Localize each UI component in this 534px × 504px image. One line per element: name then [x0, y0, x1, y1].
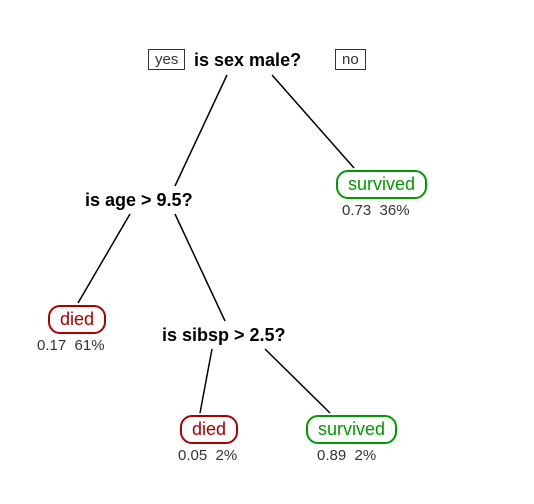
- question-sibsp: is sibsp > 2.5?: [162, 325, 286, 346]
- pct-value: 2%: [216, 447, 238, 464]
- tree-edges: [0, 0, 534, 504]
- edge: [78, 214, 130, 303]
- no-label: no: [335, 49, 366, 70]
- question-age: is age > 9.5?: [85, 190, 193, 211]
- edge: [175, 214, 225, 321]
- edge: [200, 349, 212, 413]
- stats-died-age: 0.17 61%: [37, 337, 105, 354]
- leaf-survived-sibsp: survived: [306, 415, 397, 444]
- pct-value: 36%: [380, 202, 410, 219]
- leaf-survived-female: survived: [336, 170, 427, 199]
- edge: [265, 349, 330, 413]
- pct-value: 61%: [75, 337, 105, 354]
- leaf-died-sibsp: died: [180, 415, 238, 444]
- prob-value: 0.89: [317, 447, 346, 464]
- question-root: is sex male?: [194, 50, 301, 71]
- stats-survived-female: 0.73 36%: [342, 202, 410, 219]
- prob-value: 0.17: [37, 337, 66, 354]
- prob-value: 0.05: [178, 447, 207, 464]
- leaf-died-age: died: [48, 305, 106, 334]
- stats-survived-sibsp: 0.89 2%: [317, 447, 376, 464]
- pct-value: 2%: [355, 447, 377, 464]
- edge: [272, 75, 354, 168]
- decision-tree: yes no is sex male? is age > 9.5? is sib…: [0, 0, 534, 504]
- yes-label: yes: [148, 49, 185, 70]
- prob-value: 0.73: [342, 202, 371, 219]
- stats-died-sibsp: 0.05 2%: [178, 447, 237, 464]
- edge: [175, 75, 227, 186]
